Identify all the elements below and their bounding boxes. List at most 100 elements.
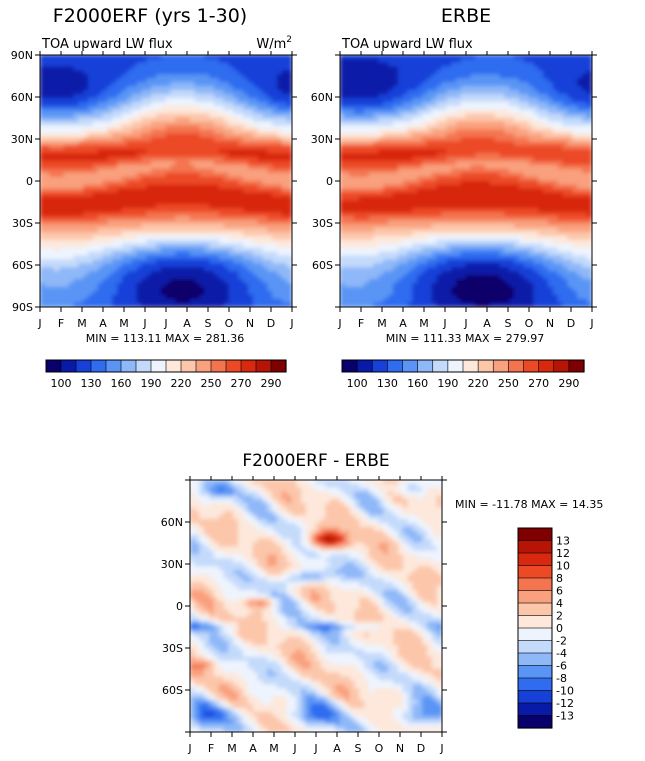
field-cell bbox=[378, 58, 385, 64]
field-cell bbox=[102, 117, 109, 123]
field-cell bbox=[199, 196, 206, 202]
field-cell bbox=[126, 239, 133, 245]
field-cell bbox=[436, 294, 443, 300]
field-cell bbox=[402, 70, 409, 76]
field-cell bbox=[441, 243, 448, 249]
field-cell bbox=[262, 263, 269, 269]
field-cell bbox=[257, 133, 264, 139]
field-cell bbox=[436, 282, 443, 288]
field-cell bbox=[383, 267, 389, 272]
field-cell bbox=[78, 204, 85, 209]
field-cell bbox=[397, 82, 404, 87]
field-cell bbox=[214, 259, 220, 265]
field-cell bbox=[286, 149, 292, 154]
field-cell bbox=[83, 223, 89, 229]
field-cell bbox=[451, 164, 457, 170]
field-cell bbox=[421, 231, 428, 237]
field-cell bbox=[223, 97, 230, 103]
field-cell bbox=[184, 302, 191, 307]
field-cell bbox=[73, 275, 80, 280]
field-cell bbox=[247, 109, 254, 115]
field-cell bbox=[170, 125, 177, 131]
field-cell bbox=[151, 97, 157, 103]
field-cell bbox=[146, 243, 152, 249]
field-cell bbox=[54, 204, 60, 209]
field-cell bbox=[446, 243, 452, 249]
field-cell bbox=[121, 113, 128, 119]
field-cell bbox=[68, 93, 75, 99]
field-cell bbox=[417, 105, 423, 111]
field-cell bbox=[184, 263, 191, 269]
field-cell bbox=[40, 286, 46, 292]
field-cell bbox=[407, 109, 414, 115]
field-cell bbox=[388, 101, 394, 107]
field-cell bbox=[392, 153, 399, 158]
field-cell bbox=[68, 267, 75, 272]
field-cell bbox=[431, 196, 438, 202]
field-cell bbox=[107, 200, 114, 206]
field-cell bbox=[286, 168, 292, 174]
field-cell bbox=[97, 129, 104, 135]
field-cell bbox=[349, 97, 355, 103]
field-cell bbox=[421, 160, 428, 166]
field-cell bbox=[117, 78, 123, 83]
field-cell bbox=[194, 275, 201, 280]
field-cell bbox=[426, 164, 433, 170]
field-cell bbox=[209, 90, 215, 95]
field-cell bbox=[272, 298, 278, 304]
field-cell bbox=[68, 109, 75, 115]
field-cell bbox=[233, 62, 240, 68]
field-cell bbox=[397, 172, 404, 178]
field-cell bbox=[160, 176, 167, 182]
field-cell bbox=[417, 90, 423, 95]
field-cell bbox=[165, 286, 172, 292]
field-cell bbox=[344, 212, 351, 217]
field-cell bbox=[272, 121, 278, 127]
field-cell bbox=[92, 282, 99, 288]
field-cell bbox=[63, 66, 70, 72]
field-cell bbox=[446, 282, 452, 288]
field-cell bbox=[63, 282, 70, 288]
field-cell bbox=[388, 216, 394, 221]
field-cell bbox=[247, 275, 254, 280]
field-cell bbox=[451, 192, 457, 198]
field-cell bbox=[131, 212, 138, 217]
field-cell bbox=[136, 294, 143, 300]
field-cell bbox=[277, 164, 283, 170]
field-cell bbox=[141, 251, 148, 257]
field-cell bbox=[73, 137, 80, 143]
field-cell bbox=[407, 121, 414, 127]
field-cell bbox=[170, 298, 177, 304]
field-cell bbox=[117, 200, 123, 206]
field-cell bbox=[44, 141, 51, 146]
field-cell bbox=[407, 160, 414, 166]
field-cell bbox=[228, 298, 235, 304]
colorbar-swatch bbox=[180, 359, 197, 373]
field-cell bbox=[441, 121, 448, 127]
field-cell bbox=[373, 208, 380, 213]
field-cell bbox=[344, 235, 351, 241]
field-cell bbox=[180, 188, 186, 194]
field-cell bbox=[209, 129, 215, 135]
field-cell bbox=[402, 109, 409, 115]
field-cell bbox=[238, 90, 244, 95]
field-cell bbox=[136, 172, 143, 178]
field-cell bbox=[446, 231, 452, 237]
field-cell bbox=[417, 286, 423, 292]
field-cell bbox=[247, 86, 254, 91]
field-cell bbox=[209, 133, 215, 139]
field-cell bbox=[44, 74, 51, 80]
field-cell bbox=[402, 129, 409, 135]
field-cell bbox=[107, 188, 114, 194]
field-cell bbox=[218, 149, 225, 154]
field-cell bbox=[349, 121, 355, 127]
field-cell bbox=[165, 74, 172, 80]
field-cell bbox=[451, 223, 457, 229]
field-cell bbox=[131, 282, 138, 288]
field-cell bbox=[97, 82, 104, 87]
field-cell bbox=[218, 105, 225, 111]
field-cell bbox=[131, 294, 138, 300]
field-cell bbox=[431, 86, 438, 91]
field-cell bbox=[58, 302, 65, 307]
field-cell bbox=[165, 231, 172, 237]
